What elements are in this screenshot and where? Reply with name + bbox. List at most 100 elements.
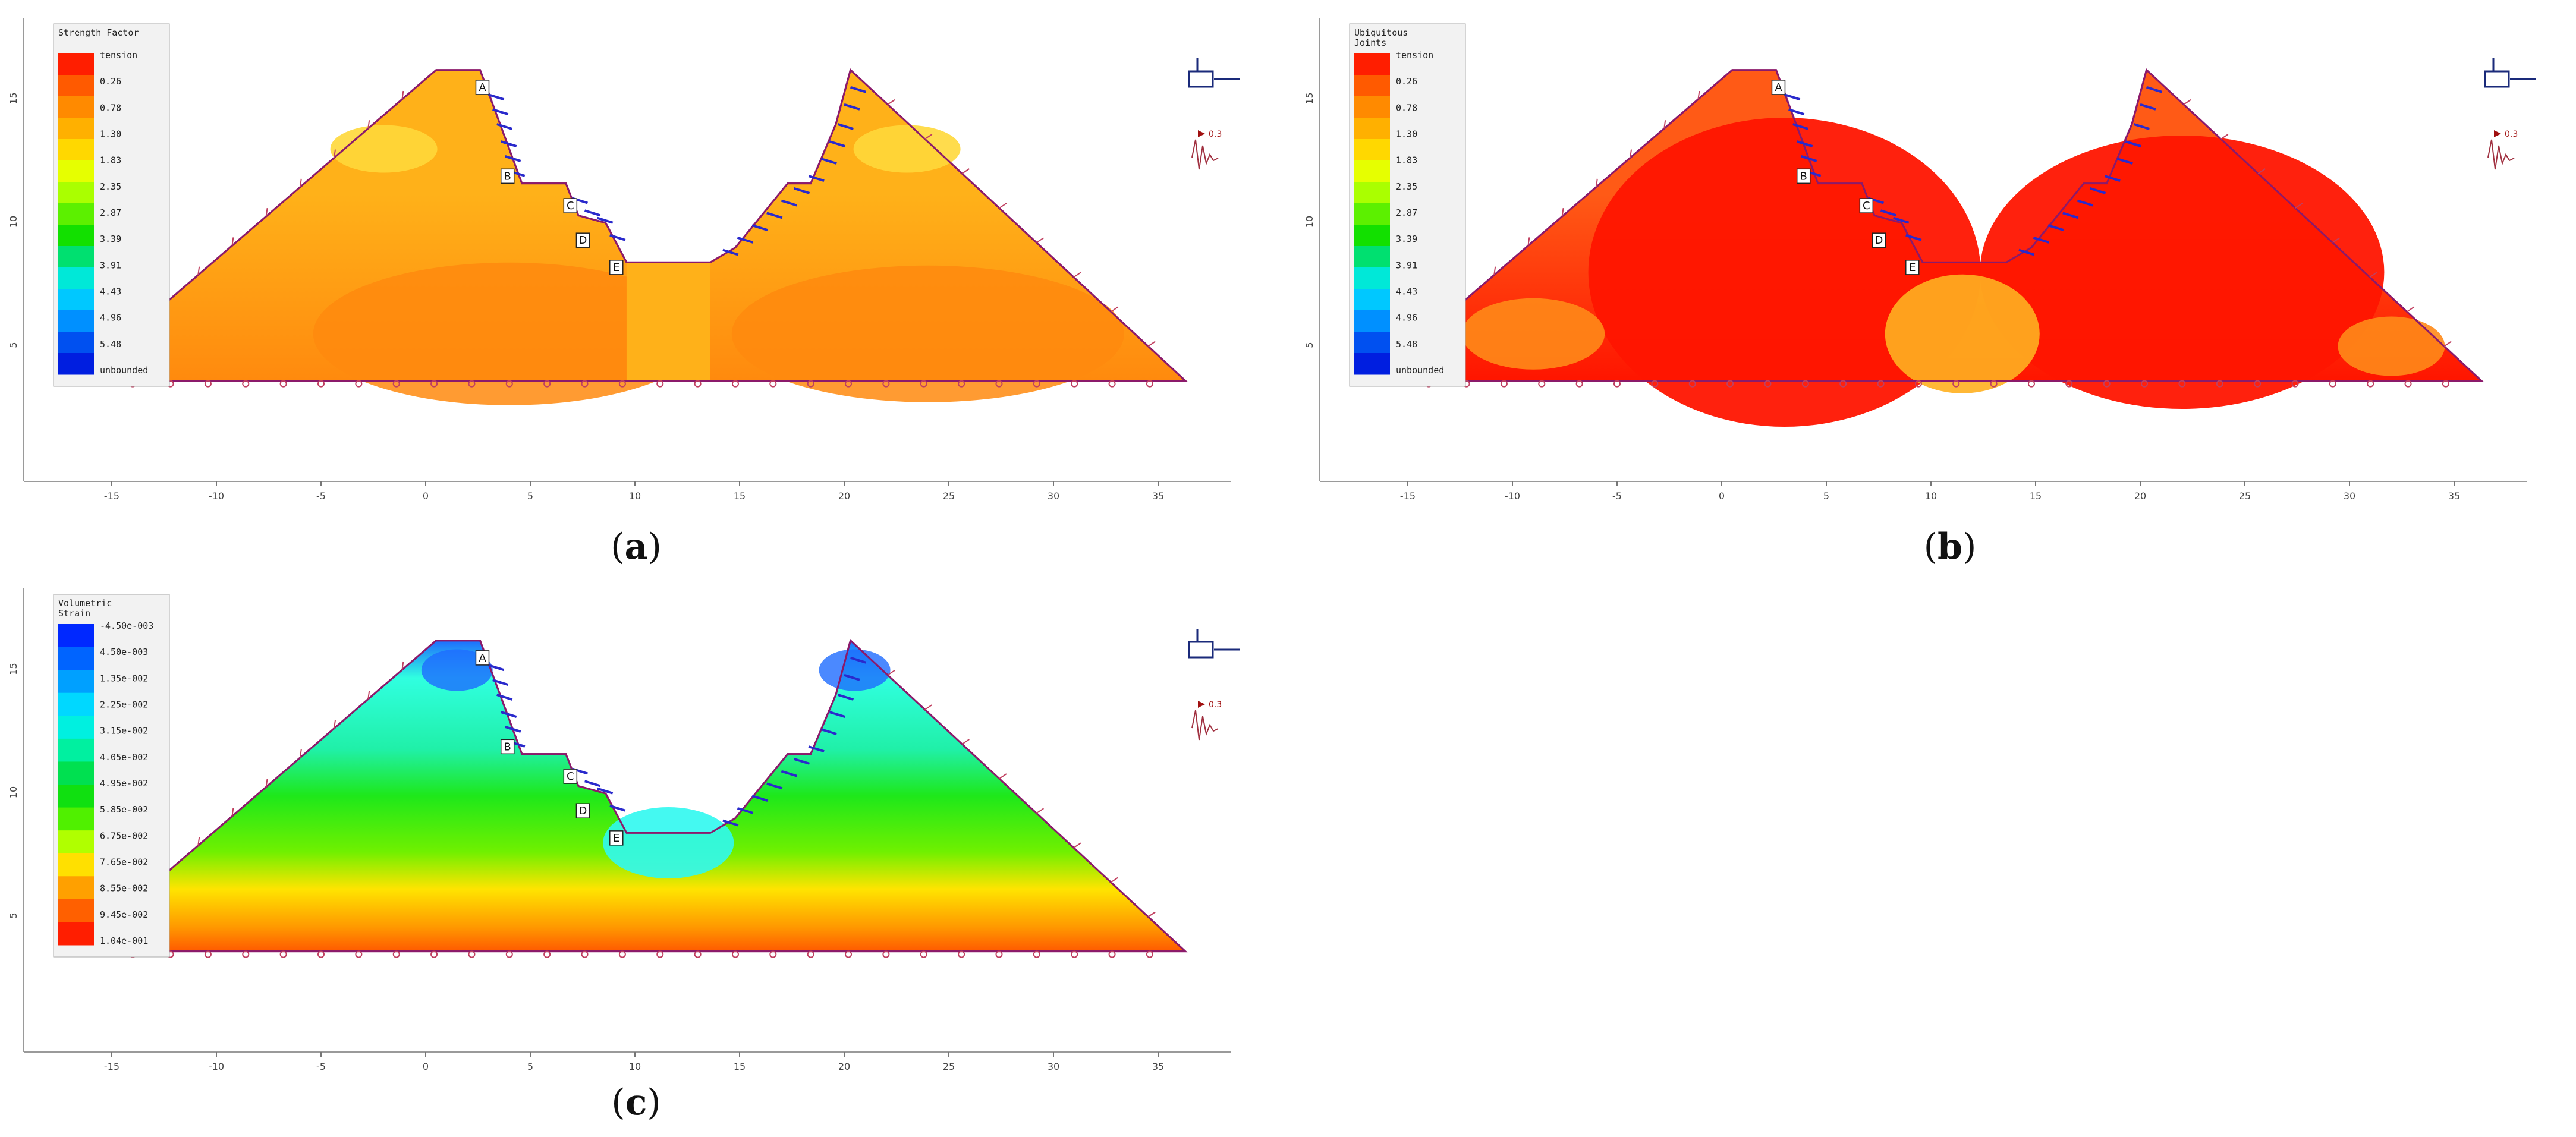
slope-marker xyxy=(1036,237,1045,244)
rock-bolt xyxy=(2140,103,2156,111)
slope-marker xyxy=(265,778,268,788)
point-label-box xyxy=(1771,80,1786,95)
legend-swatch xyxy=(58,267,94,289)
base-support xyxy=(430,380,438,388)
rock-bolt xyxy=(737,236,754,244)
x-tick-label: 10 xyxy=(1925,490,1937,502)
base-support xyxy=(392,380,400,388)
legend-swatch xyxy=(58,96,94,118)
slope-marker xyxy=(1630,149,1632,158)
point-label-d: D xyxy=(1875,234,1883,247)
slope-marker xyxy=(197,266,200,275)
slope-marker xyxy=(2220,134,2229,140)
base-support xyxy=(769,950,777,958)
base-support xyxy=(2065,380,2073,388)
rock-bolt xyxy=(829,140,845,147)
base-support xyxy=(995,380,1003,388)
x-tick-label: 0 xyxy=(423,490,429,502)
rock-bolt xyxy=(808,175,825,182)
slope-marker xyxy=(401,90,404,100)
legend-swatch xyxy=(58,899,94,922)
rock-bolt xyxy=(1792,123,1809,130)
legend-value: 0.78 xyxy=(100,102,121,113)
legend-swatch xyxy=(58,160,94,182)
slope-marker xyxy=(999,773,1007,779)
point-label-e: E xyxy=(1909,262,1916,274)
legend-value: tension xyxy=(1396,50,1433,61)
base-support xyxy=(2216,380,2223,388)
point-label-c: C xyxy=(567,770,574,783)
legend-swatch xyxy=(58,785,94,808)
base-support xyxy=(279,380,287,388)
rock-bolt xyxy=(2104,175,2121,182)
slope-marker xyxy=(1111,877,1119,883)
point-label-c: C xyxy=(567,200,574,212)
point-label-box xyxy=(1872,232,1886,248)
x-tick-label: -10 xyxy=(1505,490,1520,502)
base-support xyxy=(618,950,626,958)
x-tick-label: -15 xyxy=(104,490,119,502)
legend-swatch xyxy=(58,853,94,877)
legend-swatch xyxy=(1354,160,1390,182)
rock-bolt xyxy=(837,694,854,701)
base-support xyxy=(656,950,664,958)
base-support xyxy=(769,380,777,388)
slope-marker xyxy=(2443,341,2452,347)
slope-marker xyxy=(367,120,370,129)
point-label-a: A xyxy=(479,81,486,94)
slope-marker xyxy=(299,749,302,758)
legend-value: 2.87 xyxy=(1396,207,1417,218)
rock-bolt xyxy=(850,86,867,93)
base-support xyxy=(2178,380,2186,388)
slope-marker xyxy=(1073,842,1081,849)
rock-bolt xyxy=(584,780,601,788)
x-tick-label: -15 xyxy=(1400,490,1416,502)
slope-marker xyxy=(367,691,370,700)
base-support xyxy=(694,380,702,388)
x-tick-label: 5 xyxy=(1823,490,1829,502)
base-support xyxy=(581,950,589,958)
rock-bolt xyxy=(2125,140,2141,147)
slope-marker xyxy=(1036,808,1045,814)
x-tick-label: 5 xyxy=(527,1061,533,1072)
y-tick-label: 15 xyxy=(8,663,19,675)
rock-bolt xyxy=(1893,216,1910,224)
legend-swatch xyxy=(58,225,94,247)
rock-bolt xyxy=(597,787,614,795)
legend-value: tension xyxy=(100,50,137,61)
contour-dark-right xyxy=(731,265,1124,402)
x-tick-label: 35 xyxy=(1152,490,1164,502)
contour-valley xyxy=(626,262,710,381)
legend-swatch xyxy=(58,203,94,225)
base-support xyxy=(1033,950,1040,958)
legend-swatch xyxy=(58,761,94,785)
legend-swatch xyxy=(1354,332,1390,354)
base-support xyxy=(1575,380,1583,388)
panel-c-plot: -15-10-5051015202530355101520ABCDEVolume… xyxy=(8,588,1240,1072)
slope-marker xyxy=(999,203,1007,209)
base-support xyxy=(204,950,212,958)
slope-marker xyxy=(887,99,895,105)
x-tick-label: 10 xyxy=(629,1061,641,1072)
rock-bolt xyxy=(584,209,601,217)
contour-light-left xyxy=(330,125,438,173)
seismic-wave-icon xyxy=(1191,710,1219,741)
base-support xyxy=(2027,380,2035,388)
x-tick-label: 30 xyxy=(1048,490,1059,502)
legend-swatch xyxy=(1354,96,1390,118)
legend-title: Strength Factor xyxy=(58,27,139,38)
rock-bolt xyxy=(766,782,783,790)
contour-blue-crest-left xyxy=(421,649,493,691)
legend-swatch xyxy=(58,876,94,900)
seismic-value: 0.3 xyxy=(1209,700,1222,710)
base-support xyxy=(1801,380,1809,388)
base-support xyxy=(958,950,965,958)
point-label-box xyxy=(1796,168,1811,184)
base-support xyxy=(845,380,853,388)
slope-marker xyxy=(961,739,970,745)
seismic-wave-icon xyxy=(1191,139,1219,170)
y-tick-label: 15 xyxy=(8,92,19,104)
legend-swatch xyxy=(58,332,94,354)
base-support xyxy=(1108,380,1116,388)
x-tick-label: -5 xyxy=(1612,490,1622,502)
